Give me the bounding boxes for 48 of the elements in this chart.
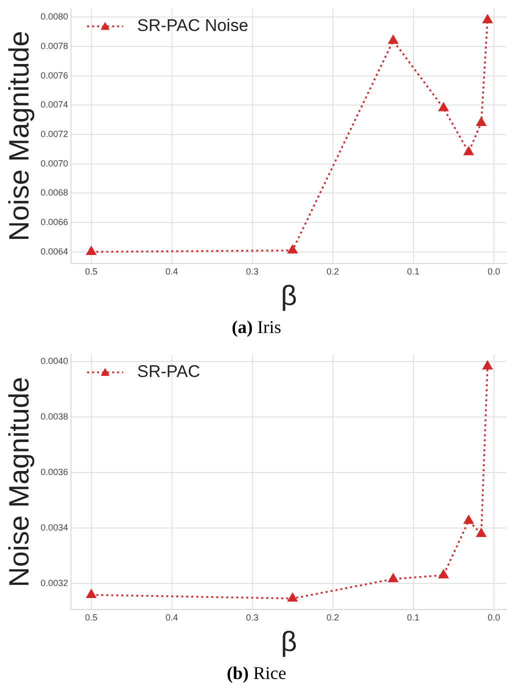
y-tick-label: 0.0038 <box>40 411 68 422</box>
legend-label: SR-PAC <box>137 362 200 382</box>
y-tick-label: 0.0080 <box>40 12 68 22</box>
point <box>482 360 492 370</box>
y-tick-label: 0.0036 <box>40 466 68 477</box>
point <box>288 593 298 602</box>
point <box>388 574 398 582</box>
point <box>476 117 486 126</box>
point <box>476 528 486 537</box>
text: (b) Rice <box>226 662 288 685</box>
y-tick-label: 0.0034 <box>40 522 68 532</box>
y-axis-title: Noise Magnitude <box>4 376 35 588</box>
x-tick-label: 0.1 <box>407 612 420 622</box>
point <box>464 146 474 156</box>
x-tick-label: 0.2 <box>326 266 340 276</box>
y-tick-label: 0.0076 <box>40 70 68 80</box>
y-tick-label: 0.0040 <box>40 356 68 366</box>
text: (a) Iris <box>230 316 282 339</box>
x-tick-label: 0.3 <box>246 266 259 276</box>
point <box>86 246 96 256</box>
x-tick-label: 0.4 <box>166 266 178 276</box>
x-tick-label: 0.2 <box>326 612 340 622</box>
x-tick-label: 0.5 <box>85 266 98 276</box>
point <box>86 589 96 598</box>
x-tick-label: 0.1 <box>407 266 420 276</box>
point <box>464 515 474 524</box>
x-tick-label: 0.4 <box>166 612 178 622</box>
point <box>438 570 448 578</box>
legend-label: SR-PAC Noise <box>137 16 248 36</box>
y-tick-label: 0.0072 <box>40 129 68 140</box>
y-tick-label: 0.0064 <box>40 246 68 256</box>
y-tick-label: 0.0078 <box>40 41 68 52</box>
x-tick-label: 0.3 <box>246 612 259 622</box>
x-tick-label: 0.5 <box>85 612 98 622</box>
y-axis-title: Noise Magnitude <box>4 30 35 242</box>
point <box>388 35 398 44</box>
x-tick-label: 0.0 <box>488 612 500 622</box>
y-tick-label: 0.0070 <box>40 158 68 168</box>
x-axis-title: β <box>280 626 297 657</box>
y-tick-label: 0.0066 <box>40 217 68 228</box>
point <box>438 102 448 112</box>
point <box>288 245 298 254</box>
point <box>482 14 492 24</box>
y-tick-label: 0.0074 <box>40 100 68 110</box>
y-tick-label: 0.0068 <box>40 188 68 198</box>
y-tick-label: 0.0032 <box>40 578 68 588</box>
x-tick-label: 0.0 <box>488 266 500 276</box>
x-axis-title: β <box>280 280 297 311</box>
